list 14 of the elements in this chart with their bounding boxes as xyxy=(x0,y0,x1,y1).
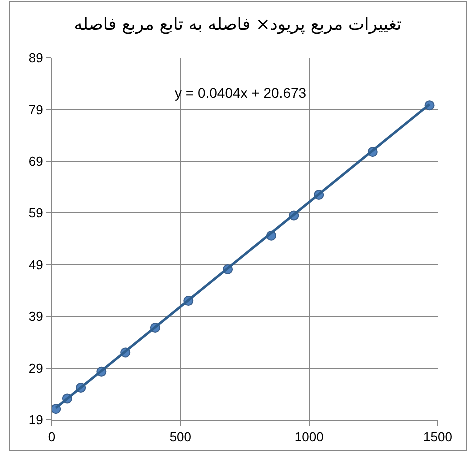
x-tick-label: 500 xyxy=(170,430,192,445)
x-tick-label: 1500 xyxy=(424,430,452,445)
y-tick-label: 29 xyxy=(28,360,44,376)
y-tick-label: 89 xyxy=(28,50,44,66)
y-tick-label: 49 xyxy=(28,257,44,272)
chart-title: تغییرات مربع پریود× فاصله به تابع مربع فاصله xyxy=(74,15,402,36)
y-tick-label: 19 xyxy=(28,412,44,428)
y-tick-label: 59 xyxy=(28,206,44,221)
y-tick-label: 79 xyxy=(28,102,44,118)
annotation: y = 0.0404x + 20.673 xyxy=(175,85,307,101)
x-tick-label: 0 xyxy=(48,430,56,445)
y-tick-label: 69 xyxy=(28,154,44,169)
y-tick-label: 39 xyxy=(28,309,44,324)
x-tick-label: 1000 xyxy=(294,430,324,445)
